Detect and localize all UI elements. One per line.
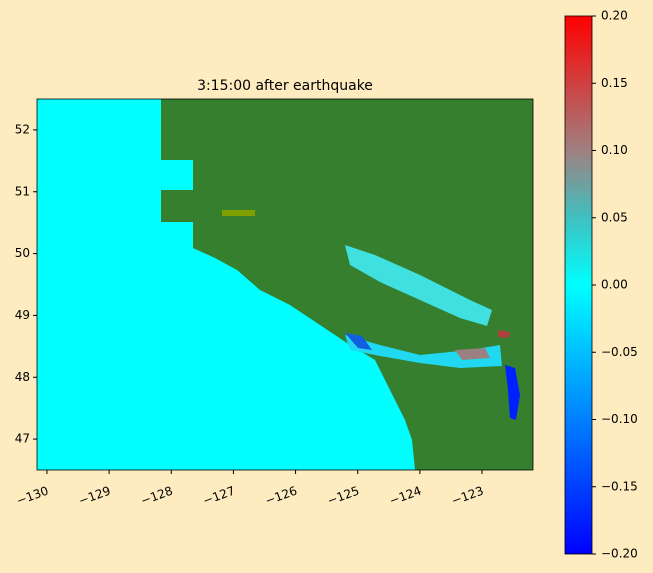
y-tick-label: 51: [15, 184, 30, 198]
chart-title: 3:15:00 after earthquake: [197, 78, 373, 94]
colorbar: [564, 15, 593, 555]
y-tick-label: 47: [15, 432, 30, 446]
y-tick-label: 52: [15, 122, 30, 136]
y-tick-label: 50: [15, 246, 30, 260]
map: [37, 99, 533, 470]
shallows: [222, 210, 255, 216]
depression: [345, 333, 372, 350]
colorbar-tick-label: 0.05: [601, 210, 628, 224]
land: [161, 99, 533, 470]
colorbar-tick-label: −0.15: [601, 479, 638, 493]
colorbar-tick-label: −0.20: [601, 547, 638, 561]
colorbar-tick-label: 0.10: [601, 143, 628, 157]
puget-sound: [505, 365, 520, 420]
colorbar-tick-label: −0.05: [601, 345, 638, 359]
elevation: [455, 348, 490, 360]
colorbar-tick-label: −0.10: [601, 412, 638, 426]
colorbar-tick-label: 0.15: [601, 76, 628, 90]
plot-frame: [36, 98, 534, 471]
y-tick-label: 48: [15, 370, 30, 384]
strait-of-georgia: [345, 245, 492, 326]
hotspot: [498, 330, 510, 338]
y-tick-label: 49: [15, 308, 30, 322]
colorbar-tick-label: 0.00: [601, 278, 628, 292]
colorbar-tick-label: 0.20: [601, 9, 628, 23]
